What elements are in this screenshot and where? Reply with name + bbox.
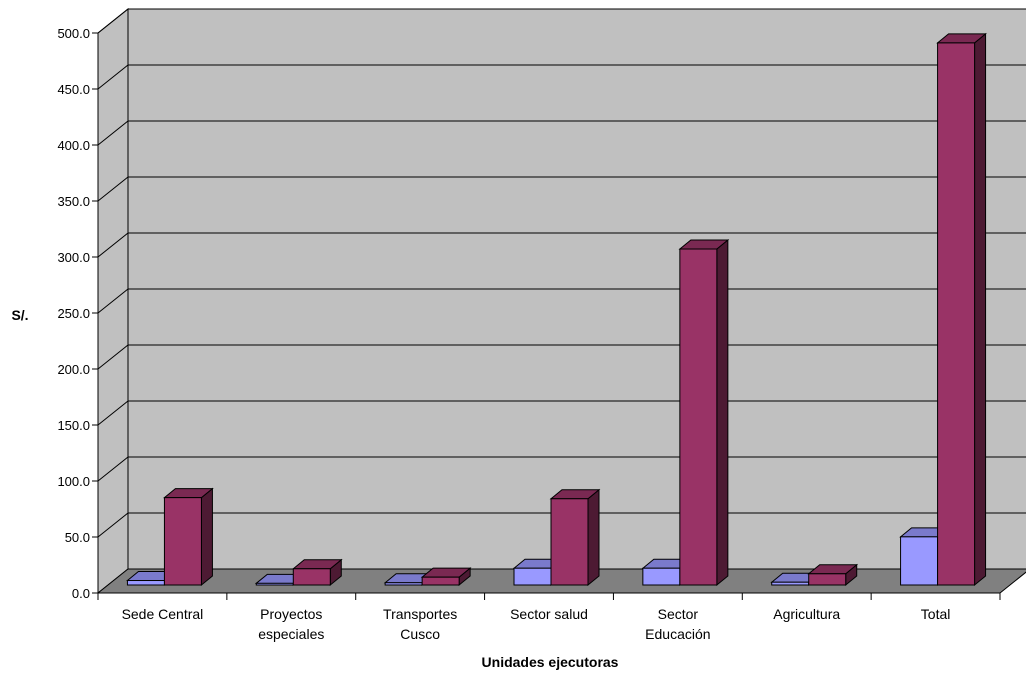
y-tick-label: 50.0: [65, 530, 90, 545]
y-tick-label: 100.0: [57, 474, 90, 489]
gridline: [97, 344, 1026, 370]
bar-2-3: [420, 567, 472, 587]
bar-2-2: [291, 558, 343, 587]
gridline: [97, 64, 1026, 90]
bar-2-1: [163, 487, 214, 587]
y-tick-label: 500.0: [57, 26, 90, 41]
bar-2-7: [936, 32, 987, 587]
x-tick-labels: Sede Central Proyectos especiales Transport…: [122, 606, 951, 642]
y-tick-label: 350.0: [57, 194, 90, 209]
bar-2-6: [807, 563, 859, 587]
x-tick-label: Transportes Cusco: [383, 606, 457, 642]
x-tick-label: Agricultura: [773, 606, 840, 622]
y-tick-label: 250.0: [57, 306, 90, 321]
x-tick-label: Total: [921, 606, 951, 622]
y-tick-label: 400.0: [57, 138, 90, 153]
bar-2-4: [549, 488, 601, 587]
y-tick-label: 0.0: [72, 586, 90, 601]
y-tick-label: 300.0: [57, 250, 90, 265]
bars: [126, 32, 987, 587]
y-tick-labels: 0.0 50.0 100.0 150.0 200.0 250.0 300.0 350.0 400…: [57, 26, 90, 601]
gridline: [97, 456, 1026, 482]
y-tick-label: 150.0: [57, 418, 90, 433]
x-axis-label: Unidades ejecutoras: [482, 654, 619, 670]
gridlines: [97, 8, 1026, 538]
y-tick-label: 450.0: [57, 82, 90, 97]
gridline: [97, 8, 1026, 34]
x-tick-label: Sector salud: [510, 606, 588, 622]
gridline: [97, 288, 1026, 314]
x-tick-label: Sector Educación: [645, 606, 710, 642]
gridline: [97, 176, 1026, 202]
y-tick-label: 200.0: [57, 362, 90, 377]
gridline: [97, 400, 1026, 426]
gridline: [97, 512, 1026, 538]
axes: [92, 32, 1001, 600]
x-tick-label: Sede Central: [122, 606, 204, 622]
x-tick-label: Proyectos especiales: [258, 606, 324, 642]
gridline: [97, 120, 1026, 146]
bar-2-5: [678, 238, 730, 587]
gridline: [97, 232, 1026, 258]
y-axis-label: S/.: [11, 307, 28, 323]
